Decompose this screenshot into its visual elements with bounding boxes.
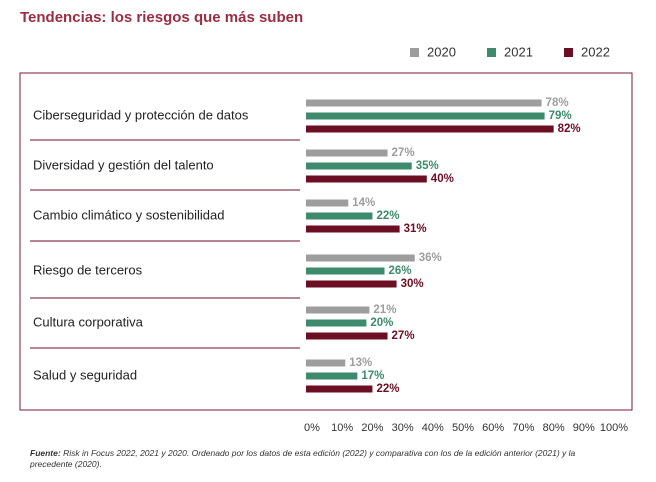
value-label: 22% <box>376 383 399 395</box>
bar <box>306 385 373 393</box>
x-tick-label: 20% <box>361 422 383 434</box>
value-label: 27% <box>392 330 415 342</box>
value-label: 31% <box>404 223 427 235</box>
bar <box>306 112 545 120</box>
category-label: Cultura corporativa <box>33 314 144 329</box>
value-label: 78% <box>546 97 569 109</box>
chart: Tendencias: los riesgos que más suben 20… <box>19 9 633 434</box>
category-label: Riesgo de terceros <box>33 262 143 277</box>
category-label: Diversidad y gestión del talento <box>33 157 214 172</box>
x-tick-label: 70% <box>512 422 534 434</box>
bar <box>306 372 358 380</box>
legend-swatch <box>487 48 496 57</box>
note-text: Risk in Focus 2022, 2021 y 2020. Ordenad… <box>30 448 576 469</box>
x-tick-label: 30% <box>392 422 414 434</box>
value-label: 30% <box>401 278 424 290</box>
bar <box>306 212 373 220</box>
footnote: Fuente: Risk in Focus 2022, 2021 y 2020.… <box>30 448 620 470</box>
bar <box>306 162 412 170</box>
value-label: 82% <box>558 123 581 135</box>
legend-swatch <box>564 48 573 57</box>
bar <box>306 149 388 157</box>
value-label: 27% <box>392 147 415 159</box>
bar <box>306 280 397 288</box>
x-tick-label: 60% <box>482 422 504 434</box>
legend-label: 2022 <box>581 44 610 59</box>
value-label: 21% <box>373 304 396 316</box>
bar <box>306 125 554 133</box>
bar <box>306 99 542 107</box>
category-label: Cambio climático y sostenibilidad <box>33 207 224 222</box>
frame <box>19 72 633 411</box>
x-tick-label: 10% <box>331 422 353 434</box>
bar <box>306 267 385 275</box>
bar <box>306 319 367 327</box>
value-label: 22% <box>376 210 399 222</box>
value-label: 26% <box>389 265 412 277</box>
bar <box>306 175 427 183</box>
legend-label: 2021 <box>504 44 533 59</box>
x-tick-label: 40% <box>422 422 444 434</box>
value-label: 40% <box>431 173 454 185</box>
bar <box>306 306 370 314</box>
category-label: Salud y seguridad <box>33 367 137 382</box>
value-label: 17% <box>361 370 384 382</box>
value-label: 79% <box>549 110 572 122</box>
chart-title: Tendencias: los riesgos que más suben <box>20 9 303 26</box>
x-tick-label: 0% <box>304 422 320 434</box>
value-label: 35% <box>416 160 439 172</box>
x-tick-label: 80% <box>543 422 565 434</box>
value-label: 14% <box>352 197 375 209</box>
value-label: 13% <box>349 357 372 369</box>
value-label: 20% <box>370 317 393 329</box>
bar <box>306 254 415 262</box>
category-label: Ciberseguridad y protección de datos <box>33 107 249 122</box>
bar <box>306 199 349 207</box>
x-tick-label: 100% <box>600 422 628 434</box>
note-label: Fuente: <box>30 448 61 458</box>
bar <box>306 225 400 233</box>
x-tick-label: 50% <box>452 422 474 434</box>
bar <box>306 332 388 340</box>
x-tick-label: 90% <box>573 422 595 434</box>
legend-swatch <box>410 48 419 57</box>
bar <box>306 359 346 367</box>
value-label: 36% <box>419 252 442 264</box>
legend-label: 2020 <box>427 44 456 59</box>
